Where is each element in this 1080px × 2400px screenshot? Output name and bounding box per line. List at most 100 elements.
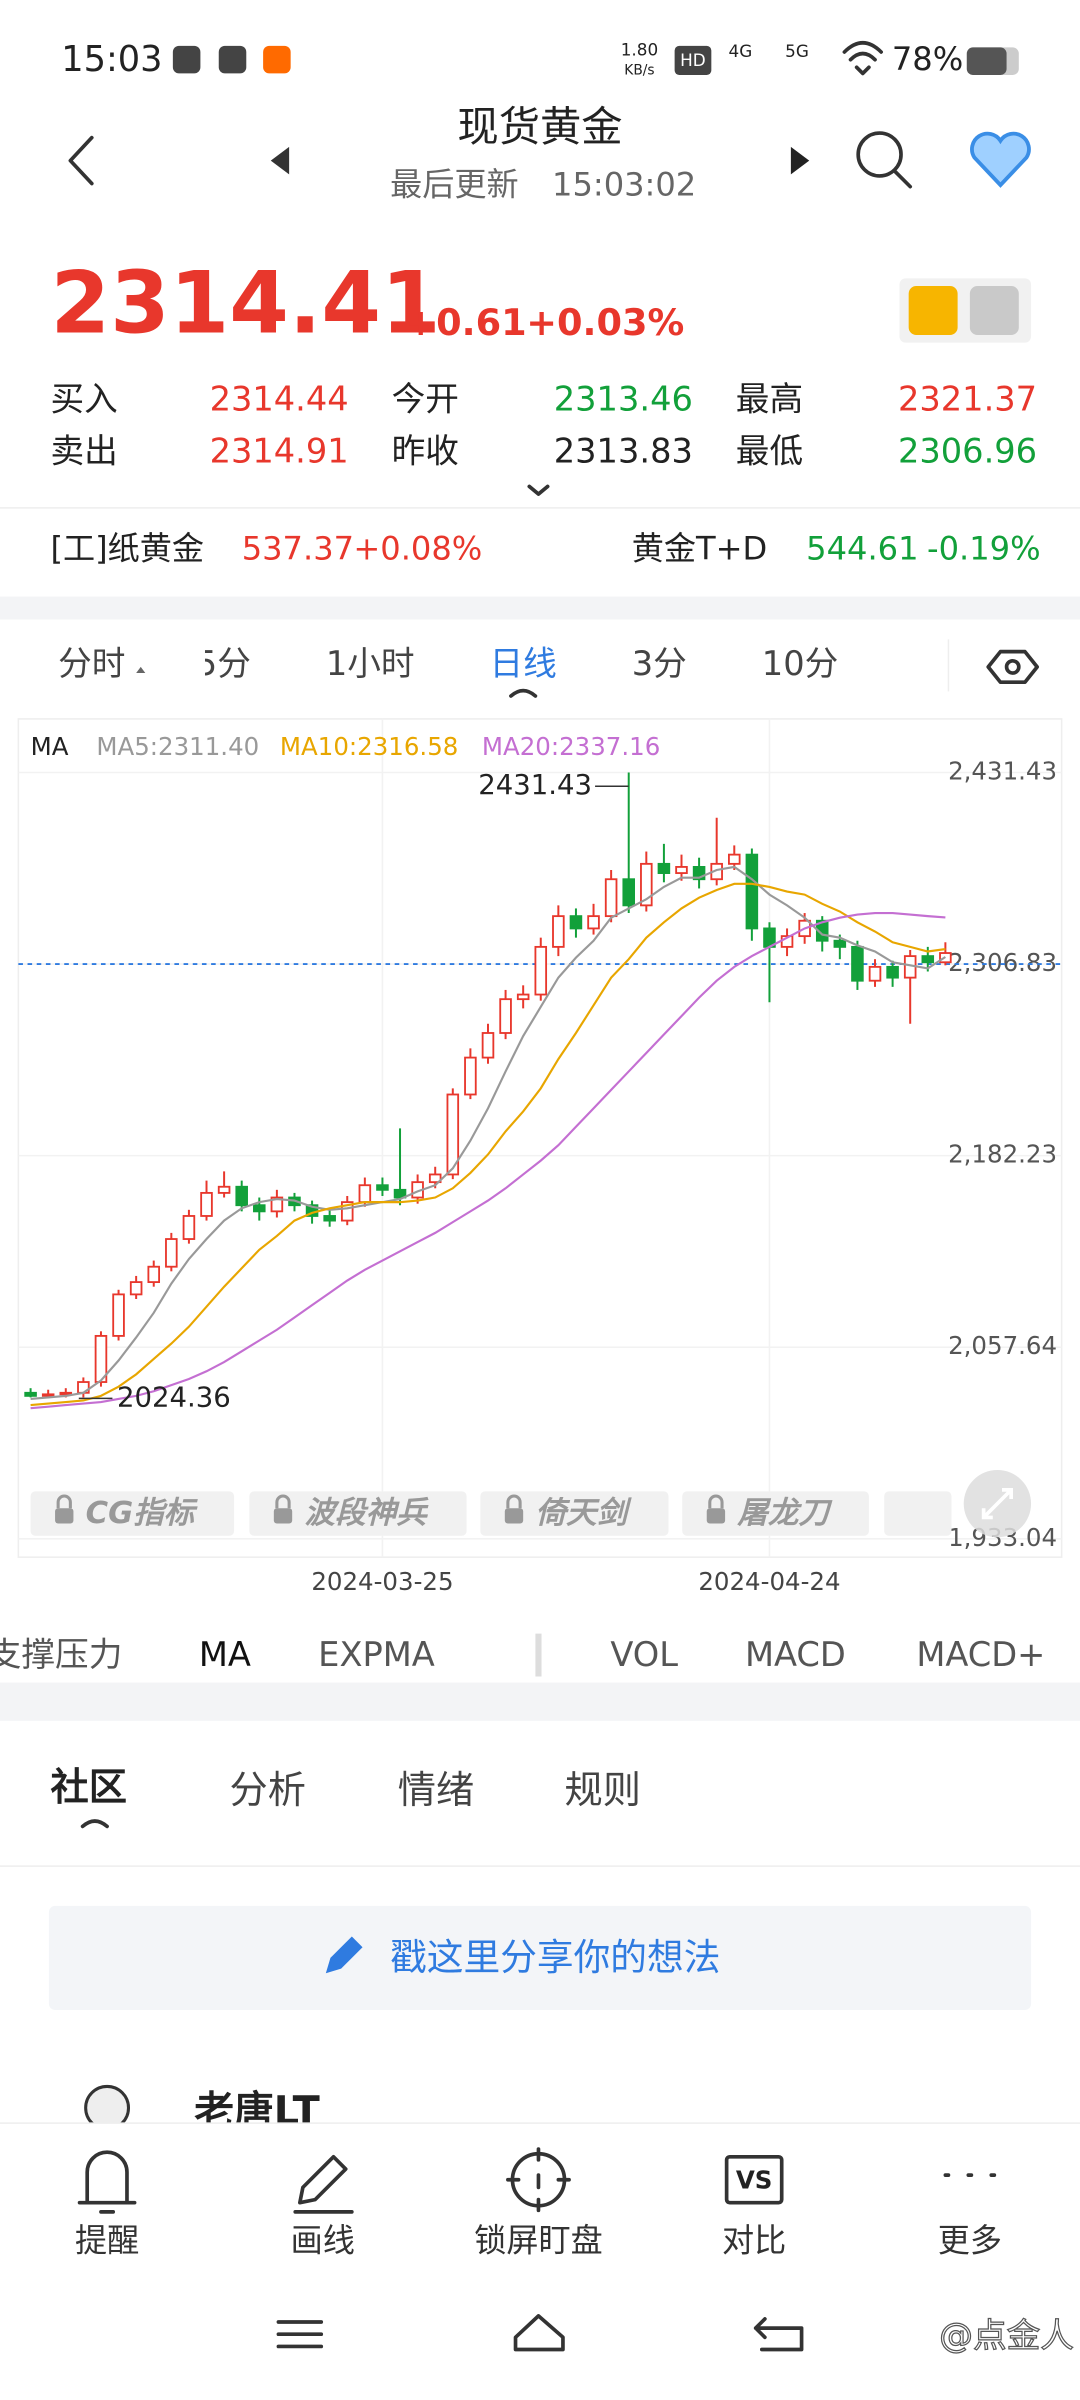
indicator-tab[interactable]: EXPMA	[318, 1635, 435, 1674]
updated-time: 15:03:02	[552, 166, 696, 204]
sys-menu[interactable]	[276, 2320, 324, 2349]
indicator-tab[interactable]: MACD	[745, 1635, 846, 1674]
chart-settings-dot	[1004, 658, 1021, 675]
sys-home[interactable]	[513, 2314, 565, 2352]
locked-indicator[interactable]	[30, 1491, 235, 1536]
related-name[interactable]: [工]纸黄金	[50, 530, 204, 568]
candle-body	[552, 915, 565, 948]
lock-icon	[504, 1508, 524, 1524]
candle-body	[851, 945, 864, 982]
candle-body	[217, 1185, 231, 1194]
prev-button[interactable]	[270, 146, 290, 175]
status-icon	[218, 45, 247, 74]
nav-icon	[77, 2150, 137, 2214]
settings-button[interactable]	[969, 286, 1019, 335]
field-label: 卖出	[50, 431, 117, 470]
favorite-button[interactable]	[970, 131, 1031, 188]
locked-indicator-label: 屠龙刀	[736, 1496, 832, 1531]
candle-body	[692, 866, 706, 881]
composer-box[interactable]	[48, 1905, 1032, 2010]
sys-back[interactable]	[753, 2317, 804, 2352]
price-change: +0.61	[405, 301, 526, 344]
tab-fade	[168, 634, 205, 696]
candle-body	[358, 1184, 372, 1204]
network-label: 4G	[729, 41, 753, 61]
locked-indicator[interactable]	[884, 1491, 952, 1536]
nav-icon	[724, 2154, 784, 2205]
candle-body	[745, 853, 759, 930]
locked-indicator-label: 波段神兵	[304, 1496, 429, 1531]
status-icon	[172, 45, 201, 74]
legend-entry: MA10:2316.58	[280, 732, 458, 761]
nav-label[interactable]: 锁屏盯盘	[474, 2221, 602, 2259]
ma-line	[30, 911, 946, 1410]
indicator-tab[interactable]: 支撑压力	[0, 1635, 122, 1674]
nav-label[interactable]: 更多	[938, 2221, 1002, 2259]
watermark: @点金人	[939, 2316, 1074, 2355]
period-tab[interactable]: 1小时	[326, 644, 415, 683]
candle-body	[481, 1032, 495, 1059]
hd-badge	[674, 45, 712, 75]
period-tab[interactable]: 3分	[632, 644, 687, 683]
candle-body	[182, 1215, 196, 1240]
period-tab-active[interactable]: 日线	[490, 644, 557, 683]
candle-body	[393, 1188, 407, 1199]
indicator-tab[interactable]: VOL	[610, 1635, 678, 1674]
community-tab-active[interactable]: 社区	[50, 1766, 126, 1810]
candle-body	[675, 866, 688, 874]
nav-icon	[506, 2147, 571, 2213]
lock-shackle	[56, 1494, 72, 1509]
candle-body	[428, 1173, 442, 1184]
indicator-tab-active[interactable]: MA	[199, 1635, 251, 1674]
lock-shackle	[506, 1494, 522, 1509]
next-button[interactable]	[790, 146, 810, 175]
candle-body	[868, 965, 882, 982]
nav-label[interactable]: 提醒	[75, 2221, 139, 2259]
related-change: -0.19%	[927, 530, 1041, 568]
last-price: 2314.41	[50, 253, 440, 353]
related-change: +0.08%	[353, 530, 482, 568]
locked-indicator[interactable]	[480, 1491, 669, 1536]
nav-label[interactable]: 对比	[722, 2221, 786, 2259]
lock-icon	[706, 1508, 726, 1524]
candle-body	[129, 1281, 143, 1296]
expand-chevron[interactable]	[527, 484, 550, 496]
candle-body	[499, 998, 512, 1034]
y-tick-label: 2,057.64	[948, 1331, 1057, 1360]
locked-indicator[interactable]	[249, 1491, 467, 1536]
indicator-tab[interactable]: MACD+	[916, 1635, 1045, 1674]
net-speed-unit: KB/s	[624, 62, 654, 78]
field-value: 2313.83	[554, 431, 693, 470]
locked-indicator[interactable]	[682, 1491, 869, 1536]
x-tick-label: 2024-03-25	[311, 1567, 453, 1596]
period-tab[interactable]: 10分	[762, 644, 838, 683]
back-button[interactable]	[68, 135, 94, 186]
candle-body	[24, 1391, 37, 1397]
search-button[interactable]	[856, 131, 903, 178]
refresh-button[interactable]	[908, 286, 958, 335]
composer-placeholder: 戳这里分享你的想法	[390, 1936, 720, 1979]
y-tick-label: 2,182.23	[948, 1140, 1057, 1169]
candle-body	[253, 1204, 266, 1213]
candle-body	[340, 1201, 354, 1222]
field-value: 2313.46	[554, 379, 693, 418]
candle-body	[147, 1265, 161, 1284]
field-label: 昨收	[392, 431, 459, 470]
updated-label: 最后更新	[390, 166, 518, 204]
period-tab[interactable]: 分时	[58, 644, 125, 683]
community-tab[interactable]: 规则	[564, 1769, 640, 1813]
lock-icon	[273, 1508, 293, 1524]
chart-settings[interactable]	[986, 649, 1040, 685]
nav-label[interactable]: 画线	[291, 2221, 355, 2259]
related-value: 544.61	[806, 530, 918, 568]
tab-caret	[136, 666, 146, 674]
section-gap	[0, 596, 1080, 620]
field-value: 2321.37	[898, 379, 1037, 418]
nav-icon	[293, 2154, 354, 2214]
related-name[interactable]: 黄金T+D	[632, 530, 767, 568]
community-tab[interactable]: 情绪	[398, 1769, 474, 1813]
status-time: 15:03	[61, 39, 162, 80]
community-tab[interactable]: 分析	[229, 1769, 305, 1813]
